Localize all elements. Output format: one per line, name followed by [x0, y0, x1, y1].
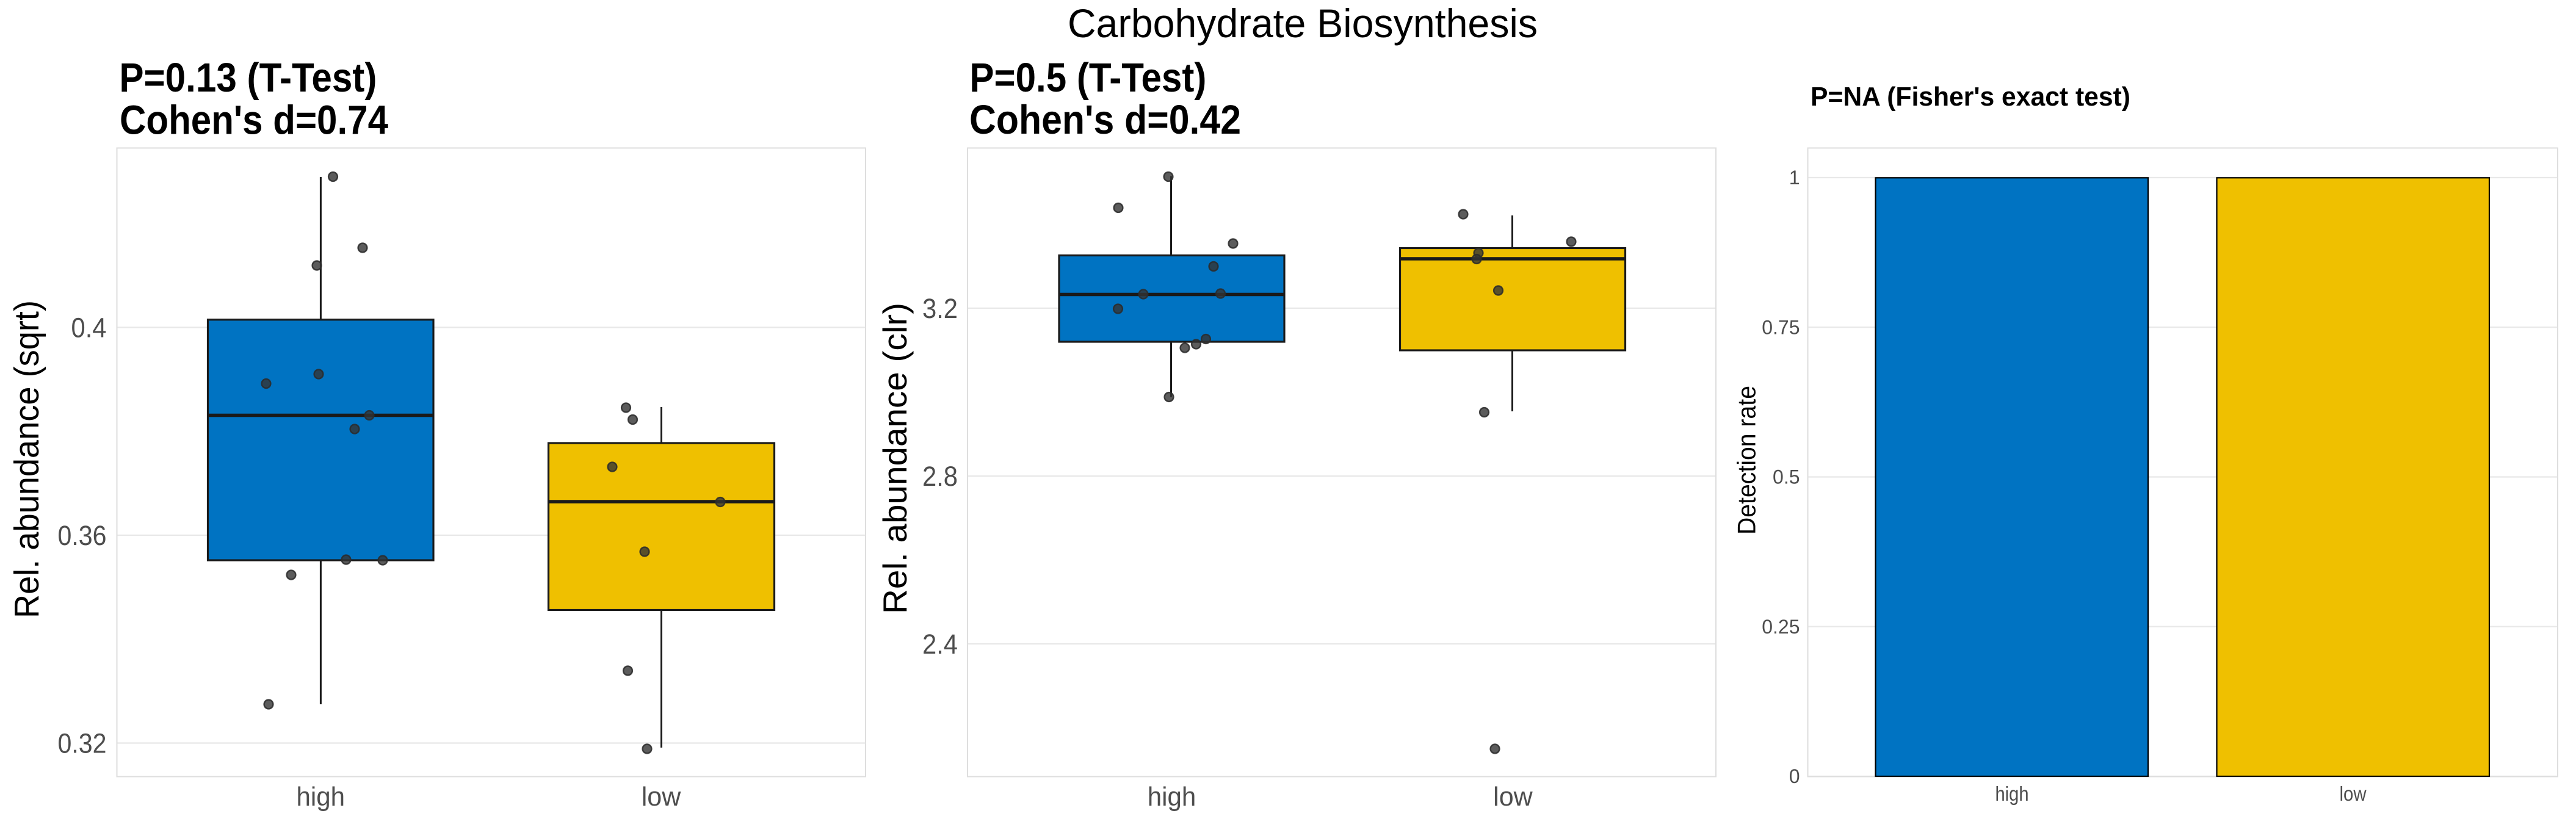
svg-text:Detection rate: Detection rate — [1732, 386, 1761, 535]
svg-text:high: high — [297, 782, 346, 812]
svg-text:0.32: 0.32 — [58, 728, 107, 759]
svg-text:Cohen's d=0.74: Cohen's d=0.74 — [120, 98, 388, 143]
svg-text:Carbohydrate Biosynthesis: Carbohydrate Biosynthesis — [1068, 1, 1538, 46]
svg-text:Rel. abundance (sqrt): Rel. abundance (sqrt) — [7, 300, 46, 618]
svg-text:low: low — [642, 782, 681, 812]
svg-text:low: low — [2340, 783, 2367, 806]
svg-text:Cohen's d=0.42: Cohen's d=0.42 — [969, 97, 1241, 143]
svg-text:2.4: 2.4 — [922, 629, 958, 660]
svg-text:2.8: 2.8 — [922, 461, 958, 492]
svg-text:Rel. abundance (clr): Rel. abundance (clr) — [876, 303, 914, 614]
svg-text:0.36: 0.36 — [58, 520, 107, 551]
svg-text:low: low — [1493, 782, 1533, 812]
svg-text:P=NA (Fisher's exact test): P=NA (Fisher's exact test) — [1811, 82, 2130, 112]
svg-text:high: high — [1148, 782, 1196, 812]
svg-text:high: high — [1995, 783, 2029, 806]
svg-text:0: 0 — [1789, 765, 1800, 787]
svg-text:1: 1 — [1789, 167, 1800, 189]
svg-text:P=0.13 (T-Test): P=0.13 (T-Test) — [119, 55, 377, 101]
svg-text:3.2: 3.2 — [922, 293, 958, 324]
svg-text:P=0.5 (T-Test): P=0.5 (T-Test) — [969, 55, 1206, 101]
svg-text:0.4: 0.4 — [71, 312, 107, 344]
svg-text:0.25: 0.25 — [1762, 616, 1800, 638]
svg-text:0.75: 0.75 — [1762, 316, 1800, 338]
svg-text:0.5: 0.5 — [1773, 466, 1800, 488]
